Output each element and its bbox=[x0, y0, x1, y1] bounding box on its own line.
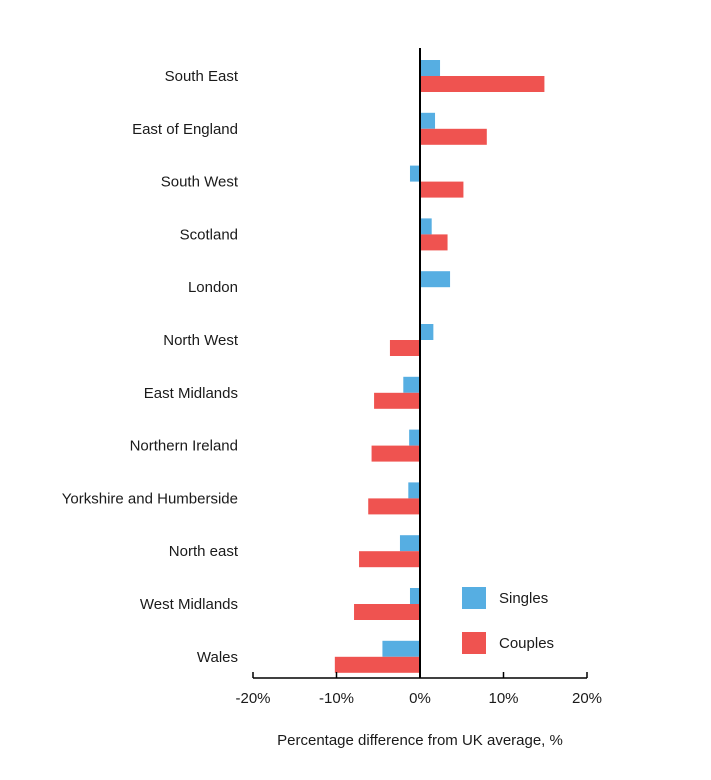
bar-couples-scotland bbox=[420, 234, 448, 251]
category-label-east-midlands: East Midlands bbox=[144, 385, 238, 402]
category-label-northern-ireland: Northern Ireland bbox=[130, 438, 238, 455]
bar-couples-south-east bbox=[420, 76, 545, 92]
bar-singles-south-east bbox=[420, 60, 441, 76]
bar-singles-east-of-england bbox=[420, 112, 436, 129]
x-tick-label: 10% bbox=[488, 690, 518, 707]
category-label-south-east: South East bbox=[165, 68, 239, 85]
category-label-yorkshire-and-humberside: Yorkshire and Humberside bbox=[62, 490, 238, 507]
bar-couples-south-west bbox=[420, 181, 464, 198]
bar-singles-west-midlands bbox=[409, 588, 420, 604]
category-label-scotland: Scotland bbox=[180, 226, 238, 243]
legend: Singles Couples bbox=[462, 587, 554, 654]
bar-couples-east-of-england bbox=[420, 128, 487, 145]
bar-couples-north-east bbox=[359, 551, 420, 568]
legend-swatch-couples bbox=[462, 632, 486, 654]
x-axis-title: Percentage difference from UK average, % bbox=[277, 732, 563, 749]
bar-couples-northern-ireland bbox=[371, 445, 420, 462]
category-label-west-midlands: West Midlands bbox=[140, 596, 238, 613]
bar-couples-west-midlands bbox=[354, 604, 420, 620]
category-label-south-west: South West bbox=[161, 174, 239, 191]
bar-singles-north-east bbox=[399, 535, 420, 552]
legend-label-couples: Couples bbox=[499, 635, 554, 652]
x-axis: -20% -10% 0% 10% 20% bbox=[235, 672, 602, 707]
category-label-london: London bbox=[188, 279, 238, 296]
bar-couples-wales bbox=[334, 656, 420, 673]
bar-singles-wales bbox=[382, 640, 420, 657]
bar-couples-east-midlands bbox=[374, 392, 420, 409]
bar-couples-north-west bbox=[389, 340, 420, 356]
x-tick-label: 0% bbox=[409, 690, 431, 707]
bar-singles-london bbox=[420, 271, 451, 288]
bars-layer bbox=[334, 60, 545, 673]
bar-singles-south-west bbox=[409, 165, 420, 182]
category-label-wales: Wales bbox=[197, 649, 238, 666]
category-label-north-east: North east bbox=[169, 543, 239, 560]
category-label-north-west: North West bbox=[163, 332, 239, 349]
x-tick-label: 20% bbox=[572, 690, 602, 707]
bar-singles-scotland bbox=[420, 218, 432, 235]
legend-label-singles: Singles bbox=[499, 590, 548, 607]
category-label-east-of-england: East of England bbox=[132, 121, 238, 138]
bar-singles-east-midlands bbox=[403, 376, 420, 393]
bar-singles-northern-ireland bbox=[409, 429, 420, 446]
bar-couples-yorkshire-and-humberside bbox=[368, 498, 420, 515]
bar-singles-north-west bbox=[420, 324, 434, 340]
x-tick-label: -10% bbox=[319, 690, 354, 707]
category-labels: South East East of England South West Scotl… bbox=[62, 68, 239, 666]
legend-swatch-singles bbox=[462, 587, 486, 609]
x-tick-label: -20% bbox=[235, 690, 270, 707]
bar-singles-yorkshire-and-humberside bbox=[408, 482, 420, 499]
